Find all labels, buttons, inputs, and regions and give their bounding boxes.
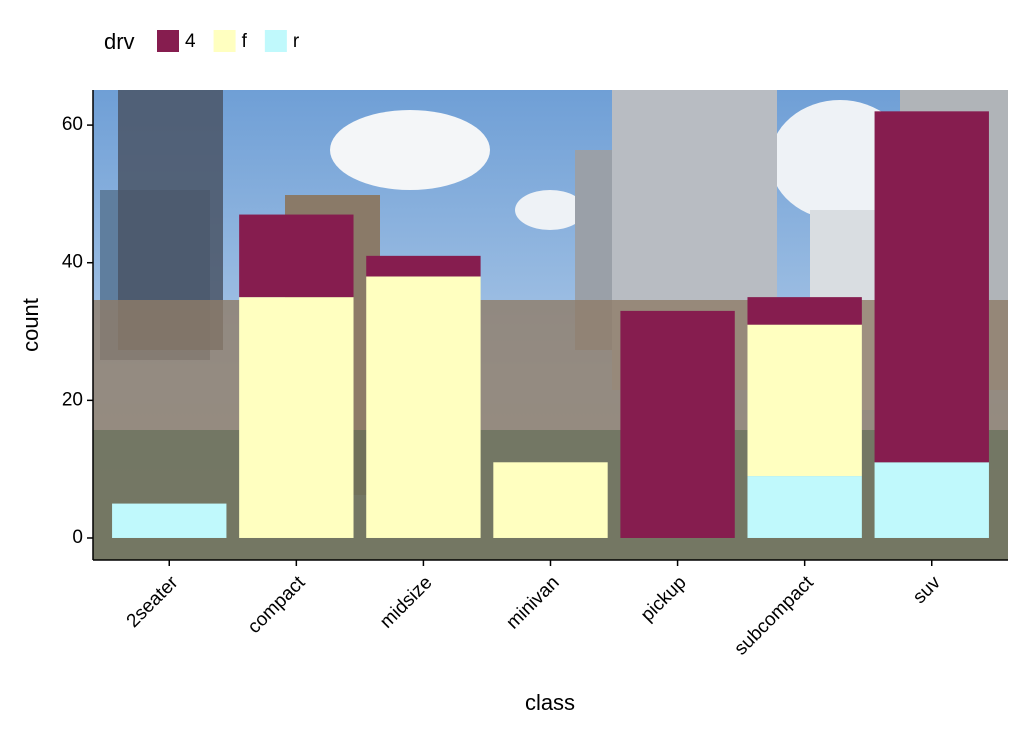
bar-segment — [747, 476, 862, 538]
legend-key — [264, 30, 287, 52]
legend-label: 4 — [185, 31, 196, 52]
legend-label: f — [242, 31, 248, 52]
bar-segment — [620, 310, 735, 538]
bar-segment — [239, 297, 354, 538]
bar-segment — [239, 214, 354, 298]
y-tick-label: 60 — [62, 114, 83, 135]
y-axis-title: count — [18, 298, 43, 352]
x-tick-label: compact — [244, 572, 310, 638]
bar-segment — [874, 111, 989, 463]
legend-title: drv — [104, 29, 135, 54]
x-tick-label: 2seater — [123, 572, 183, 632]
legend-label: r — [293, 31, 300, 52]
legend-key — [157, 30, 179, 52]
x-tick-label: midsize — [376, 572, 436, 632]
bar-segment — [366, 255, 481, 277]
bar-segment — [112, 503, 227, 538]
x-tick-label: pickup — [637, 572, 691, 626]
bar-segment — [747, 297, 862, 325]
legend-key — [213, 30, 236, 52]
y-tick-label: 20 — [62, 389, 83, 410]
x-tick-label: minivan — [502, 572, 563, 633]
bar-segment — [874, 462, 989, 538]
x-axis-title: class — [525, 690, 575, 715]
bar-segment — [493, 462, 608, 538]
x-tick-label: suv — [909, 572, 945, 608]
bar-segment — [747, 324, 862, 477]
y-tick-label: 40 — [62, 252, 83, 273]
bar-segment — [366, 276, 481, 538]
y-tick-label: 0 — [72, 527, 83, 548]
x-tick-label: subcompact — [730, 572, 818, 660]
